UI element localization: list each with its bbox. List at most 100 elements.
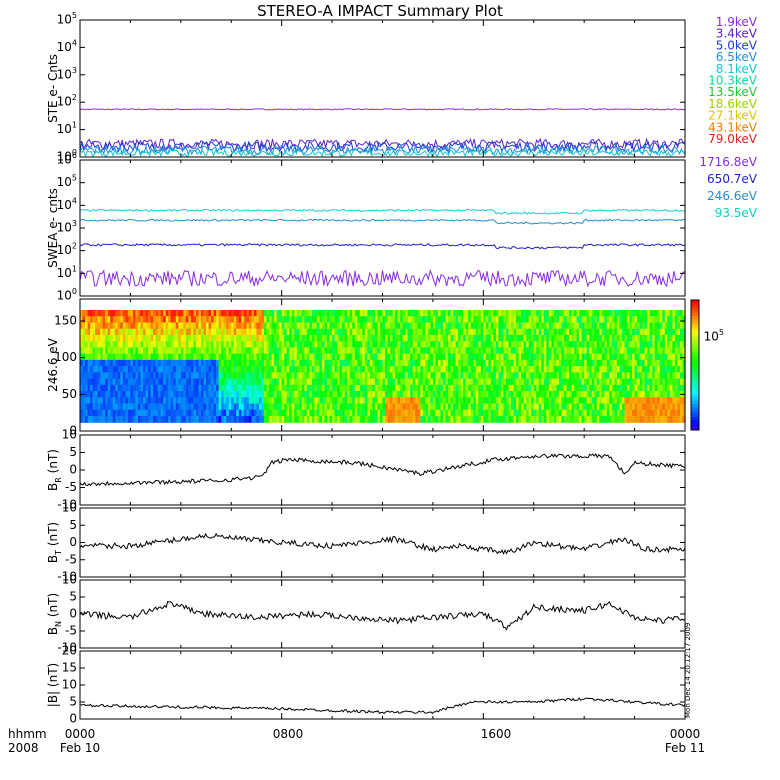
heatmap-cell [551,347,555,355]
heatmap-cell [324,334,328,342]
heatmap-cell [143,372,147,380]
heatmap-cell [674,409,679,417]
heatmap-cell [662,328,666,336]
heatmap-cell [221,372,225,380]
heatmap-cell [183,415,187,423]
heatmap-cell [82,341,86,348]
heatmap-cell [528,359,532,367]
heatmap-cell [160,384,164,392]
heatmap-cell [274,409,278,417]
heatmap-cell [160,359,164,367]
heatmap-cell [553,347,558,355]
heatmap-cell [400,347,404,355]
heatmap-cell [412,328,416,336]
heatmap-cell [115,384,119,392]
heatmap-cell [339,353,343,361]
heatmap-cell [251,341,255,348]
colorbar-band [691,316,699,320]
heatmap-cell [110,310,114,317]
heatmap-cell [327,341,331,348]
heatmap-cell [531,316,535,324]
heatmap-cell [193,347,197,355]
y-axis-label: BT (nT) [46,522,63,563]
heatmap-cell [569,397,573,405]
heatmap-cell [586,372,590,380]
heatmap-cell [415,353,419,361]
heatmap-cell [569,322,573,330]
heatmap-cell [526,334,530,342]
heatmap-cell [400,366,404,373]
heatmap-cell [243,341,247,348]
heatmap-cell [253,378,258,386]
heatmap-cell [430,403,434,411]
heatmap-cell [334,378,338,386]
heatmap-cell [523,372,527,380]
heatmap-cell [256,403,260,411]
heatmap-cell [440,384,444,392]
heatmap-cell [561,316,565,324]
heatmap-cell [90,359,94,367]
heatmap-cell [614,403,618,411]
heatmap-cell [523,322,527,330]
heatmap-cell [110,334,114,342]
heatmap-cell [97,384,101,392]
heatmap-cell [377,322,381,330]
heatmap-cell [206,366,210,373]
heatmap-cell [226,397,230,405]
heatmap-cell [556,310,560,317]
heatmap-cell [110,328,114,336]
heatmap-cell [281,391,285,398]
heatmap-cell [468,334,472,342]
heatmap-cell [160,341,164,348]
heatmap-cell [274,378,278,386]
heatmap-cell [125,378,129,386]
heatmap-cell [369,334,374,342]
heatmap-cell [294,334,298,342]
heatmap-cell [652,316,656,324]
heatmap-cell [256,359,260,367]
heatmap-cell [506,359,510,367]
heatmap-cell [309,322,313,330]
heatmap-cell [485,328,489,336]
heatmap-cell [662,384,666,392]
heatmap-cell [553,353,558,361]
heatmap-cell [599,366,603,373]
heatmap-cell [178,366,182,373]
heatmap-cell [667,347,671,355]
heatmap-cell [132,409,137,417]
heatmap-cell [503,403,507,411]
heatmap-cell [420,310,424,317]
heatmap-cell [493,347,497,355]
heatmap-cell [122,341,126,348]
heatmap-cell [435,366,439,373]
heatmap-cell [223,334,227,342]
heatmap-cell [523,359,527,367]
heatmap-cell [269,322,273,330]
heatmap-cell [652,334,656,342]
heatmap-cell [309,391,313,398]
heatmap-cell [604,328,608,336]
heatmap-cell [107,310,111,317]
heatmap-cell [536,328,540,336]
heatmap-cell [556,366,560,373]
heatmap-cell [163,353,167,361]
heatmap-cell [294,353,298,361]
heatmap-cell [243,415,247,423]
heatmap-cell [143,310,147,317]
heatmap-cell [581,328,585,336]
heatmap-cell [546,353,550,361]
heatmap-cell [284,391,288,398]
heatmap-cell [475,366,479,373]
heatmap-cell [248,409,253,417]
heatmap-cell [211,378,215,386]
heatmap-cell [339,316,343,324]
heatmap-cell [415,378,419,386]
heatmap-cell [664,347,668,355]
heatmap-cell [253,403,258,411]
heatmap-cell [387,409,391,417]
heatmap-cell [342,378,346,386]
heatmap-cell [443,353,447,361]
y-tick-label: -5 [65,480,77,494]
heatmap-cell [437,334,442,342]
heatmap-cell [238,341,242,348]
